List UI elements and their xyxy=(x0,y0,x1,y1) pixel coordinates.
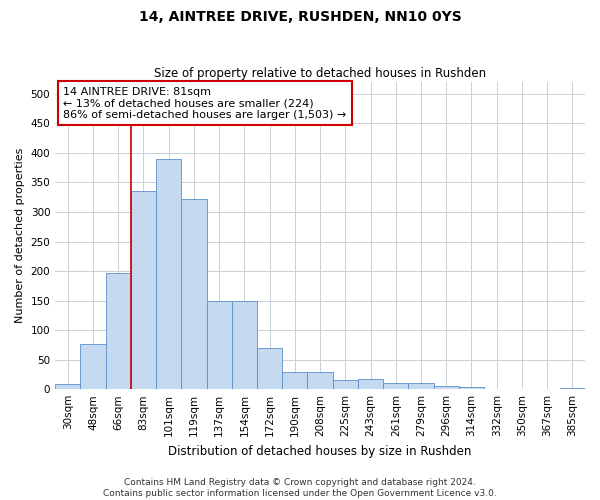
Bar xyxy=(509,388,535,389)
Bar xyxy=(358,378,383,389)
Bar xyxy=(131,192,156,389)
Bar xyxy=(156,159,181,389)
Bar xyxy=(383,382,409,389)
Bar xyxy=(206,301,232,389)
Bar xyxy=(181,199,206,389)
Title: Size of property relative to detached houses in Rushden: Size of property relative to detached ho… xyxy=(154,66,486,80)
Bar xyxy=(409,382,434,389)
Bar xyxy=(106,273,131,389)
Bar xyxy=(535,388,560,389)
Bar xyxy=(80,344,106,389)
Bar xyxy=(459,388,484,389)
Bar xyxy=(484,388,509,389)
Bar xyxy=(560,388,585,389)
Text: Contains HM Land Registry data © Crown copyright and database right 2024.
Contai: Contains HM Land Registry data © Crown c… xyxy=(103,478,497,498)
Bar xyxy=(307,372,332,389)
Bar xyxy=(282,372,307,389)
Bar xyxy=(55,384,80,389)
Bar xyxy=(332,380,358,389)
Y-axis label: Number of detached properties: Number of detached properties xyxy=(15,148,25,324)
X-axis label: Distribution of detached houses by size in Rushden: Distribution of detached houses by size … xyxy=(169,444,472,458)
Text: 14 AINTREE DRIVE: 81sqm
← 13% of detached houses are smaller (224)
86% of semi-d: 14 AINTREE DRIVE: 81sqm ← 13% of detache… xyxy=(63,86,346,120)
Bar xyxy=(232,301,257,389)
Text: 14, AINTREE DRIVE, RUSHDEN, NN10 0YS: 14, AINTREE DRIVE, RUSHDEN, NN10 0YS xyxy=(139,10,461,24)
Bar xyxy=(257,348,282,389)
Bar xyxy=(434,386,459,389)
